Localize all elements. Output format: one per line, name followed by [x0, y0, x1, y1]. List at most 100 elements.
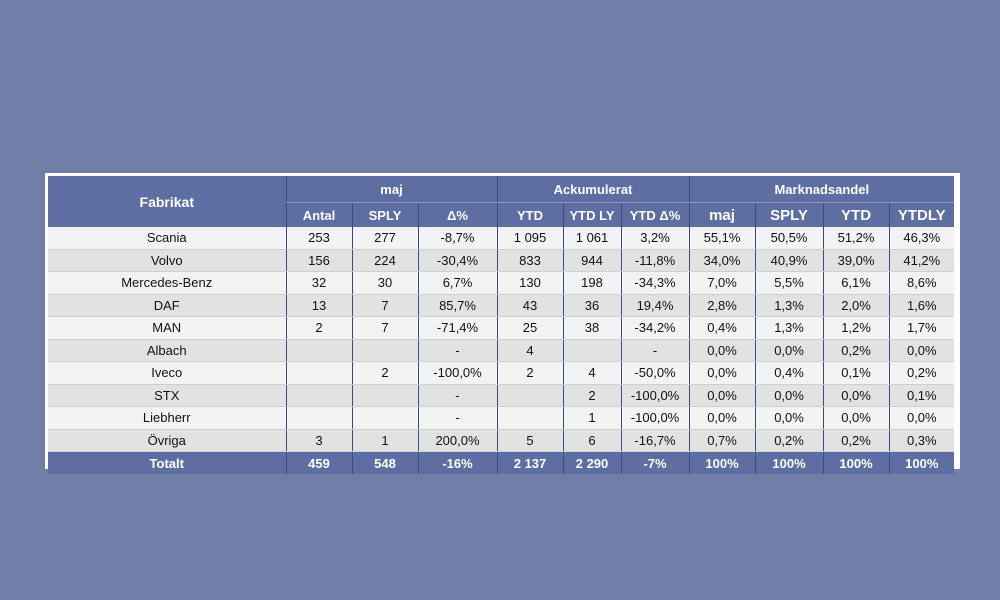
cell-ytd-ly: 36 [562, 294, 622, 317]
cell-share-sply: 1,3% [754, 316, 824, 340]
header-ytd-delta: YTD Δ% [620, 202, 690, 227]
total-ytd-delta: -7% [620, 451, 690, 474]
cell-share-sply: 0,0% [754, 339, 824, 362]
total-share-ytdly: 100% [888, 451, 955, 474]
cell-fabrikat: Liebherr [48, 406, 286, 430]
cell-ytd-ly: 4 [562, 361, 622, 385]
table-row: STX -2 -100,0% 0,0% 0,0% 0,0% 0,1% [48, 384, 955, 407]
cell-delta: - [417, 384, 498, 407]
cell-delta: 85,7% [417, 294, 498, 317]
header-ytd: YTD [496, 202, 564, 227]
table-row: Albach -4-0,0% 0,0% 0,2% 0,0% [48, 339, 955, 362]
header-sply: SPLY [351, 202, 418, 227]
cell-share-ytdly: 0,2% [888, 361, 955, 385]
cell-fabrikat: Albach [48, 339, 286, 362]
cell-fabrikat: MAN [48, 316, 286, 340]
cell-antal: 253 [285, 227, 352, 250]
header-ytd-ly: YTD LY [562, 202, 622, 227]
header-group-ackumulerat: Ackumulerat [496, 176, 690, 203]
cell-ytd-delta: -16,7% [620, 429, 690, 452]
cell-share-ytd: 0,2% [822, 429, 890, 452]
cell-ytd-ly: 1 [562, 406, 622, 430]
cell-share-ytd: 0,1% [822, 361, 890, 385]
cell-fabrikat: Övriga [48, 429, 286, 452]
cell-ytd-delta: 19,4% [620, 294, 690, 317]
cell-share-ytd: 0,0% [822, 384, 890, 407]
total-ytd-ly: 2 290 [562, 451, 622, 474]
cell-share-sply: 50,5% [754, 227, 824, 250]
cell-fabrikat: DAF [48, 294, 286, 317]
cell-sply: 2 [351, 361, 418, 385]
cell-antal [285, 361, 352, 385]
cell-share-maj: 55,1% [688, 227, 756, 250]
cell-share-maj: 0,0% [688, 384, 756, 407]
cell-ytd-ly: 1 061 [562, 227, 622, 250]
cell-share-ytdly: 0,0% [888, 339, 955, 362]
total-delta: -16% [417, 451, 498, 474]
table-row: Scania 253 277 -8,7% 1 095 1 061 3,2% 55,1% 50,5… [48, 227, 955, 250]
cell-share-ytdly: 0,3% [888, 429, 955, 452]
cell-share-maj: 0,0% [688, 406, 756, 430]
cell-antal [285, 406, 352, 430]
table-row: MAN 2 7 -71,4% 25 38 -34,2% 0,4% 1,3% 1,2% 1,7% [48, 316, 955, 340]
cell-antal: 2 [285, 316, 352, 340]
cell-share-maj: 0,0% [688, 361, 756, 385]
total-share-maj: 100% [688, 451, 756, 474]
cell-share-sply: 0,2% [754, 429, 824, 452]
cell-share-ytd: 6,1% [822, 271, 890, 295]
table-row: Övriga 3 1 200,0% 5 6 -16,7% 0,7% 0,2% 0,2% 0,3% [48, 429, 955, 452]
header-group-marknadsandel: Marknadsandel [688, 176, 955, 203]
cell-share-maj: 2,8% [688, 294, 756, 317]
cell-ytd-ly: 6 [562, 429, 622, 452]
cell-share-ytdly: 41,2% [888, 249, 955, 272]
cell-sply [351, 339, 418, 362]
cell-share-ytdly: 0,0% [888, 406, 955, 430]
cell-ytd-ly: 2 [562, 384, 622, 407]
table-row: Mercedes-Benz 32 30 6,7% 130 198 -34,3% 7,0% 5,5… [48, 271, 955, 295]
cell-ytd-ly [562, 339, 622, 362]
cell-ytd-ly: 944 [562, 249, 622, 272]
cell-ytd [496, 406, 564, 430]
cell-ytd: 2 [496, 361, 564, 385]
cell-share-sply: 40,9% [754, 249, 824, 272]
cell-delta: -71,4% [417, 316, 498, 340]
cell-antal: 156 [285, 249, 352, 272]
cell-share-maj: 7,0% [688, 271, 756, 295]
cell-sply: 7 [351, 316, 418, 340]
cell-ytd-delta: -34,2% [620, 316, 690, 340]
cell-sply [351, 384, 418, 407]
header-share-ytd: YTD [822, 202, 890, 227]
cell-ytd-delta: 3,2% [620, 227, 690, 250]
table-row: Iveco 2 -100,0% 2 4 -50,0% 0,0% 0,4% 0,1% 0,2% [48, 361, 955, 385]
cell-sply: 277 [351, 227, 418, 250]
cell-delta: 200,0% [417, 429, 498, 452]
cell-antal: 32 [285, 271, 352, 295]
cell-sply: 30 [351, 271, 418, 295]
header-share-sply: SPLY [754, 202, 824, 227]
cell-share-ytd: 0,0% [822, 406, 890, 430]
cell-ytd-delta: -50,0% [620, 361, 690, 385]
cell-delta: 6,7% [417, 271, 498, 295]
table-row: Liebherr -1 -100,0% 0,0% 0,0% 0,0% 0,0% [48, 406, 955, 430]
cell-share-sply: 0,0% [754, 406, 824, 430]
cell-delta: - [417, 406, 498, 430]
cell-ytd: 25 [496, 316, 564, 340]
cell-share-ytdly: 8,6% [888, 271, 955, 295]
header-share-ytdly: YTDLY [888, 202, 955, 227]
cell-ytd: 833 [496, 249, 564, 272]
cell-fabrikat: Mercedes-Benz [48, 271, 286, 295]
total-fabrikat: Totalt [48, 451, 286, 474]
cell-ytd-delta: -100,0% [620, 406, 690, 430]
cell-ytd-delta: - [620, 339, 690, 362]
header-fabrikat: Fabrikat [48, 176, 286, 227]
cell-antal [285, 384, 352, 407]
total-sply: 548 [351, 451, 418, 474]
header-antal: Antal [285, 202, 352, 227]
cell-delta: -100,0% [417, 361, 498, 385]
registration-table: Fabrikat maj Ackumulerat Marknadsandel A… [48, 176, 955, 474]
cell-ytd-delta: -34,3% [620, 271, 690, 295]
header-share-maj: maj [688, 202, 756, 227]
cell-sply: 7 [351, 294, 418, 317]
cell-fabrikat: Scania [48, 227, 286, 250]
cell-share-sply: 0,4% [754, 361, 824, 385]
